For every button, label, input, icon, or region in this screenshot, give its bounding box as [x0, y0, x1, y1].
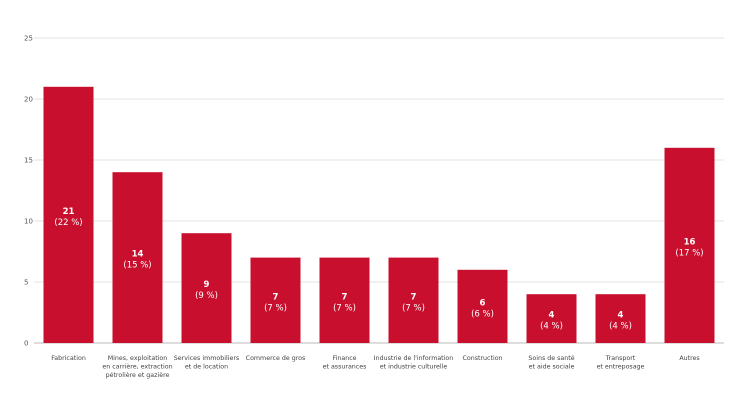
x-category-label: et industrie culturelle: [380, 364, 448, 371]
y-tick-label: 15: [24, 157, 33, 165]
bar: [526, 294, 577, 343]
bar-value-label: 4: [618, 311, 624, 321]
x-category-label: Industrie de l'information: [374, 355, 454, 362]
y-tick-label: 20: [24, 96, 33, 104]
bar: [250, 257, 301, 343]
y-tick-label: 25: [24, 35, 33, 43]
bar-percent-label: (7 %): [333, 303, 356, 313]
bar: [595, 294, 646, 343]
bar-percent-label: (4 %): [609, 322, 632, 332]
x-category-label: Autres: [679, 355, 699, 362]
bar-percent-label: (22 %): [54, 218, 82, 228]
bar-percent-label: (7 %): [264, 303, 287, 313]
x-category-label: et assurances: [323, 364, 367, 371]
x-category-label: et aide sociale: [529, 364, 575, 371]
bar-percent-label: (6 %): [471, 309, 494, 319]
bar-percent-label: (15 %): [123, 261, 151, 271]
bar: [43, 86, 94, 344]
y-tick-label: 5: [24, 279, 28, 287]
bar-value-label: 6: [480, 298, 486, 308]
bar-percent-label: (9 %): [195, 291, 218, 301]
x-category-label: pétrolière et gazière: [106, 371, 170, 379]
x-category-label: Transport: [605, 355, 636, 362]
x-category-label: et de location: [185, 364, 228, 371]
x-category-label: Finance: [332, 355, 356, 362]
y-axis-ticks: 0 5 10 15 20 25: [24, 35, 33, 348]
x-category-label: Commerce de gros: [246, 355, 306, 362]
bar-value-label: 7: [411, 292, 417, 302]
bar-value-label: 21: [63, 207, 75, 217]
bar-value-label: 4: [549, 311, 555, 321]
bar-value-label: 7: [273, 292, 279, 302]
bars: 21(22 %)14(15 %)9(9 %) 7(7 %)7(7 %)7(7 %)…: [43, 86, 715, 344]
x-category-label: et entreposage: [597, 364, 645, 371]
bar-value-label: 16: [684, 237, 696, 247]
bar: [664, 147, 715, 343]
x-category-label: Soins de santé: [528, 354, 574, 362]
bar: [457, 269, 508, 343]
x-category-label: en carrière, extraction: [102, 363, 172, 371]
bar: [388, 257, 439, 343]
bar: [112, 172, 163, 343]
bar: [181, 233, 232, 343]
bar-percent-label: (17 %): [675, 248, 703, 258]
y-tick-label: 10: [24, 218, 33, 226]
y-tick-label: 0: [24, 340, 28, 348]
x-category-label: Mines, exploitation: [108, 355, 168, 362]
bar-value-label: 7: [342, 292, 348, 302]
x-category-label: Services immobiliers: [174, 355, 239, 362]
bar-percent-label: (4 %): [540, 322, 563, 332]
x-category-label: Construction: [462, 355, 502, 362]
bar: [319, 257, 370, 343]
bar-value-label: 9: [204, 280, 210, 290]
bar-percent-label: (7 %): [402, 303, 425, 313]
bar-value-label: 14: [132, 250, 144, 260]
x-category-label: Fabrication: [51, 355, 86, 362]
